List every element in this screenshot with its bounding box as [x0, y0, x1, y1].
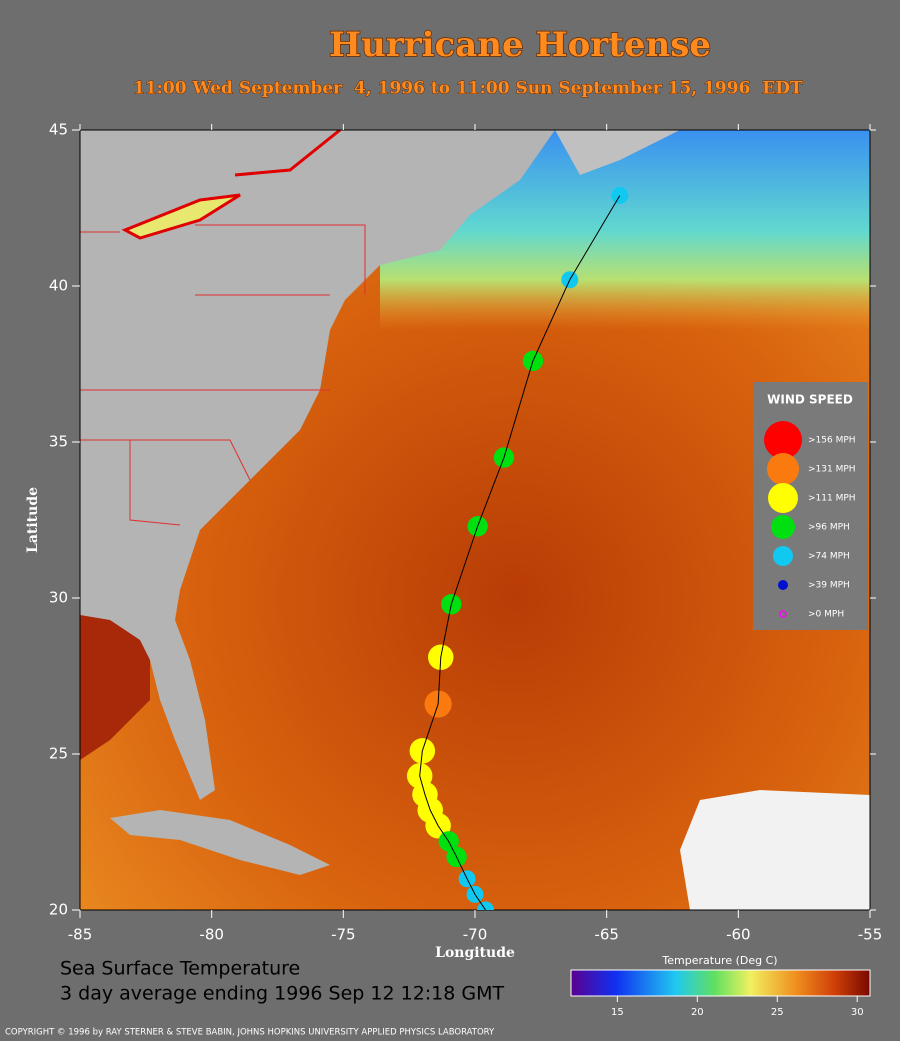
- x-tick-label: -60: [726, 926, 751, 944]
- legend-marker: [773, 546, 793, 566]
- caption-line: Sea Surface Temperature: [60, 958, 300, 980]
- legend-label: >0 MPH: [808, 610, 844, 620]
- legend-marker: [771, 515, 795, 539]
- legend-marker: [767, 453, 799, 485]
- colorbar-tick-label: 20: [691, 1007, 704, 1018]
- legend-label: >74 MPH: [808, 552, 850, 562]
- y-tick-label: 25: [49, 745, 68, 763]
- subtitle: 11:00 Wed September 4, 1996 to 11:00 Sun…: [133, 79, 803, 99]
- legend-label: >156 MPH: [808, 436, 856, 446]
- y-axis-label: Latitude: [25, 487, 41, 553]
- y-tick-label: 45: [49, 121, 68, 139]
- legend-marker: [778, 580, 788, 590]
- y-tick-label: 30: [49, 589, 68, 607]
- title: Hurricane Hortense: [329, 25, 711, 65]
- legend-label: >96 MPH: [808, 523, 850, 533]
- y-tick-label: 20: [49, 901, 68, 919]
- legend-marker: [779, 610, 787, 618]
- y-tick-label: 40: [49, 277, 68, 295]
- caption-line: 3 day average ending 1996 Sep 12 12:18 G…: [60, 983, 505, 1005]
- colorbar: [570, 969, 871, 997]
- legend-marker: [768, 483, 798, 513]
- track-line: [419, 195, 621, 911]
- colorbar-tick-label: 30: [851, 1007, 864, 1018]
- x-tick-label: -75: [331, 926, 356, 944]
- colorbar-title: Temperature (Deg C): [661, 954, 777, 967]
- legend-label: >111 MPH: [808, 494, 856, 504]
- legend-label: >39 MPH: [808, 581, 850, 591]
- x-tick-label: -55: [858, 926, 883, 944]
- legend-box: [753, 382, 868, 630]
- legend-marker: [764, 421, 802, 459]
- x-tick-label: -65: [594, 926, 619, 944]
- x-tick-label: -80: [199, 926, 224, 944]
- map-background: [80, 130, 870, 910]
- colorbar-tick-label: 25: [771, 1007, 784, 1018]
- x-tick-label: -70: [463, 926, 488, 944]
- copyright: COPYRIGHT © 1996 by RAY STERNER & STEVE …: [5, 1028, 495, 1038]
- y-tick-label: 35: [49, 433, 68, 451]
- x-axis-label: Longitude: [435, 945, 515, 961]
- x-tick-label: -85: [68, 926, 93, 944]
- legend-title: WIND SPEED: [767, 393, 853, 407]
- colorbar-tick-label: 15: [611, 1007, 624, 1018]
- legend-label: >131 MPH: [808, 465, 856, 475]
